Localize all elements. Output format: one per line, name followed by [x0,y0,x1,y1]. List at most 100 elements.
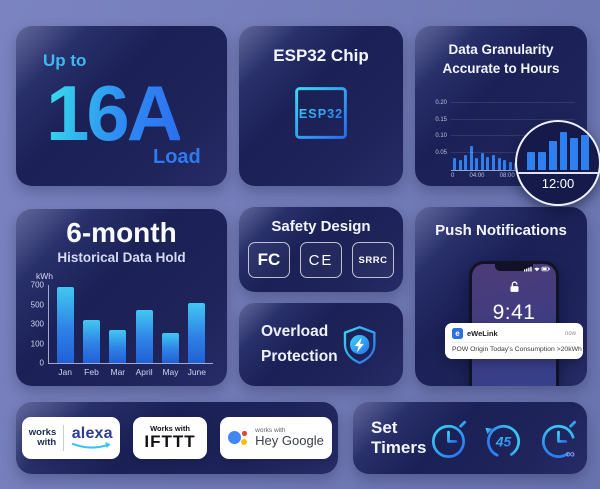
fcc-badge-label: FC [257,250,281,269]
bar-column [105,285,131,363]
bar [497,158,501,170]
y-tick-label: 100 [30,339,44,348]
bar [503,159,507,170]
infinity-symbol: ∞ [566,446,575,461]
srrc-badge-label: SRRC [358,254,388,266]
load-value: 16A [46,69,183,157]
y-tick-label: 0.15 [435,116,447,123]
bar [491,154,495,170]
y-tick-label: 0.10 [435,133,447,140]
bar-column [184,285,210,363]
gridline [451,101,575,103]
bar-column [78,285,104,363]
bar [188,302,206,363]
bar-column [131,285,157,363]
alexa-prefix: works with [29,427,56,449]
srrc-badge: SRRC [352,242,394,278]
overload-label: Overload Protection [261,320,338,368]
overload-label-line1: Overload [261,323,329,341]
bar [570,137,579,170]
loop-timer-icon: ∞ [542,417,577,461]
countdown-timer-icon: 45 [485,417,521,458]
phone-notch [495,264,533,271]
history-unit-label: kWh [36,271,53,281]
bar [469,146,473,170]
history-xlabels: Jan Feb Mar April May June [49,367,213,377]
google-prefix: works with [255,427,286,435]
x-tick-label: June [187,367,207,377]
x-tick-label: May [162,367,179,377]
bar [486,156,490,170]
card-set-timers: Set Timers 45 [353,402,587,474]
bar [475,158,479,170]
bar [458,159,462,170]
phone-time: 9:41 [492,301,536,324]
push-notification: e eWeLink now POW Origin Today's Consump… [445,323,583,359]
x-tick-label: 08:00 [499,173,515,179]
notification-app-name: eWeLink [467,329,498,338]
badge-divider [63,425,65,451]
load-prefix: Up to [43,51,87,70]
bar [480,153,484,170]
card-data-granularity: Data Granularity Accurate to Hours 0 04:0… [415,26,600,206]
bar [559,131,568,170]
countdown-value: 45 [495,434,512,449]
timers-title: Set Timers [371,418,427,457]
magnifier-bars [526,131,590,170]
alexa-wordmark: alexa [71,424,113,442]
card-max-load: Up to 16A Load [16,26,227,186]
bar-column [157,285,183,363]
notification-message: POW Origin Today's Consumption >20kWh [452,346,582,353]
x-tick-label: Feb [84,367,99,377]
bar [161,332,179,363]
fcc-badge: FC [248,242,290,278]
ce-badge: CE [300,242,342,278]
bar [581,134,590,170]
card-push-notifications: Push Notifications [415,207,587,386]
card-works-with: works with alexa Works with IFTTT works … [16,402,338,474]
ifttt-prefix: Works with [150,423,190,433]
overload-label-line2: Protection [261,347,338,365]
y-tick-label: 0.05 [435,150,447,157]
bar [526,152,535,170]
magnifier-label: 12:00 [541,176,575,192]
chip-label: ESP32 [299,107,343,121]
bar [548,140,557,170]
magnifier-axis [517,172,599,174]
bar [464,154,468,170]
y-tick-label: 700 [30,280,44,290]
works-with-google-badge: works with Hey Google [220,417,332,459]
shield-bolt-icon [343,325,376,364]
timer-icon [432,417,467,458]
card-safety-design: Safety Design FC CE SRRC [239,207,403,292]
load-suffix: Load [153,146,201,168]
x-tick-label: Mar [110,367,126,377]
ewelink-app-icon: e [452,328,463,339]
gridline [451,135,575,137]
bar [82,320,100,363]
arrow-head-icon [485,427,493,434]
card-history: 6-month Historical Data Hold kWh Jan Feb M… [16,209,227,386]
lightning-bolt-icon [354,337,364,352]
push-title: Push Notifications [435,222,567,239]
chip-pins [289,81,353,145]
history-subtitle: Historical Data Hold [57,250,186,265]
bar [109,329,127,363]
works-with-alexa-badge: works with alexa [22,417,120,459]
y-tick-label: 0 [39,358,44,368]
safety-title: Safety Design [271,218,371,235]
chip-card-title: ESP32 Chip [273,46,369,65]
y-tick-label: 0.20 [435,99,447,106]
history-plot: Jan Feb Mar April May June 0 100 300 500 700 [31,281,213,377]
alexa-smile-icon [72,441,111,449]
bar-column [52,285,78,363]
y-tick-label: 500 [30,300,44,309]
ifttt-wordmark: IFTTT [144,431,196,451]
bar [453,158,457,170]
granularity-title-line1: Data Granularity [448,42,554,57]
status-bar-icons [524,266,550,272]
card-esp32-chip: ESP32 Chip ESP32 [239,26,403,186]
bar [56,286,74,363]
google-assistant-icon [228,430,248,446]
bar [508,161,512,170]
